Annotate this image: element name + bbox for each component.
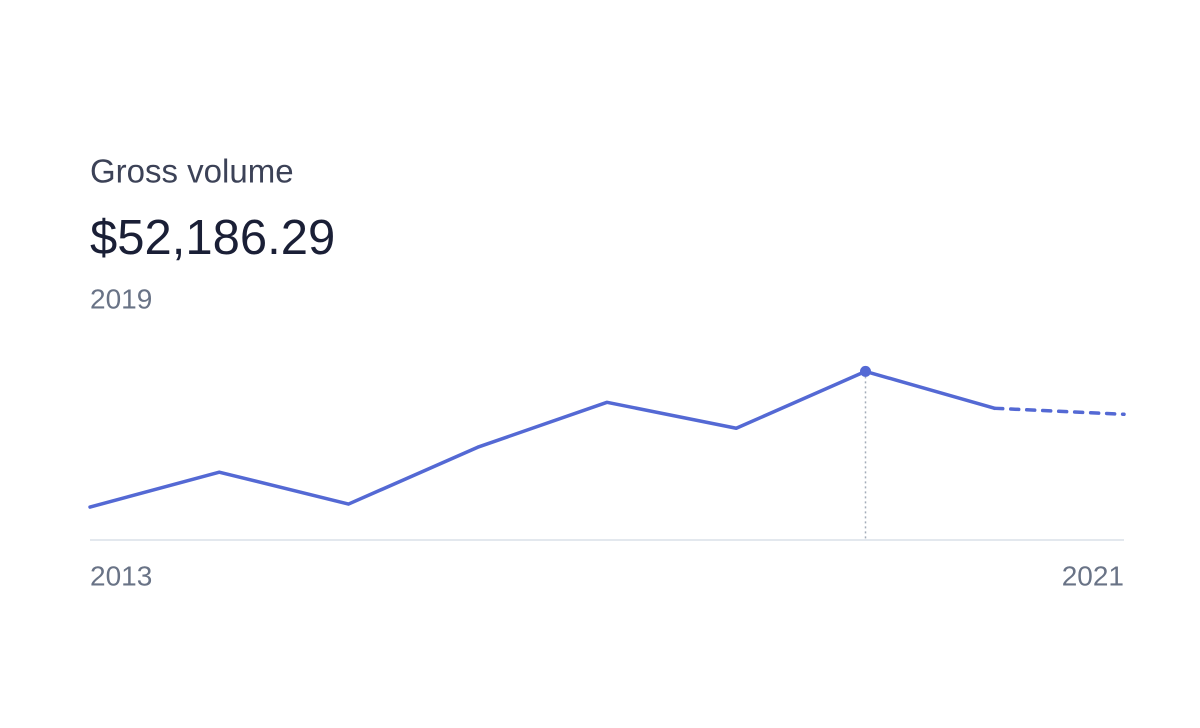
x-tick-label: 2013	[90, 560, 152, 591]
highlight-point	[860, 365, 871, 377]
headline-value: $52,186.29	[90, 211, 335, 265]
line-series-projected	[993, 406, 1126, 417]
x-tick-label: 2021	[1062, 560, 1124, 591]
line-series	[88, 369, 997, 509]
headline-period: 2019	[90, 283, 152, 314]
chart-title: Gross volume	[90, 153, 294, 190]
